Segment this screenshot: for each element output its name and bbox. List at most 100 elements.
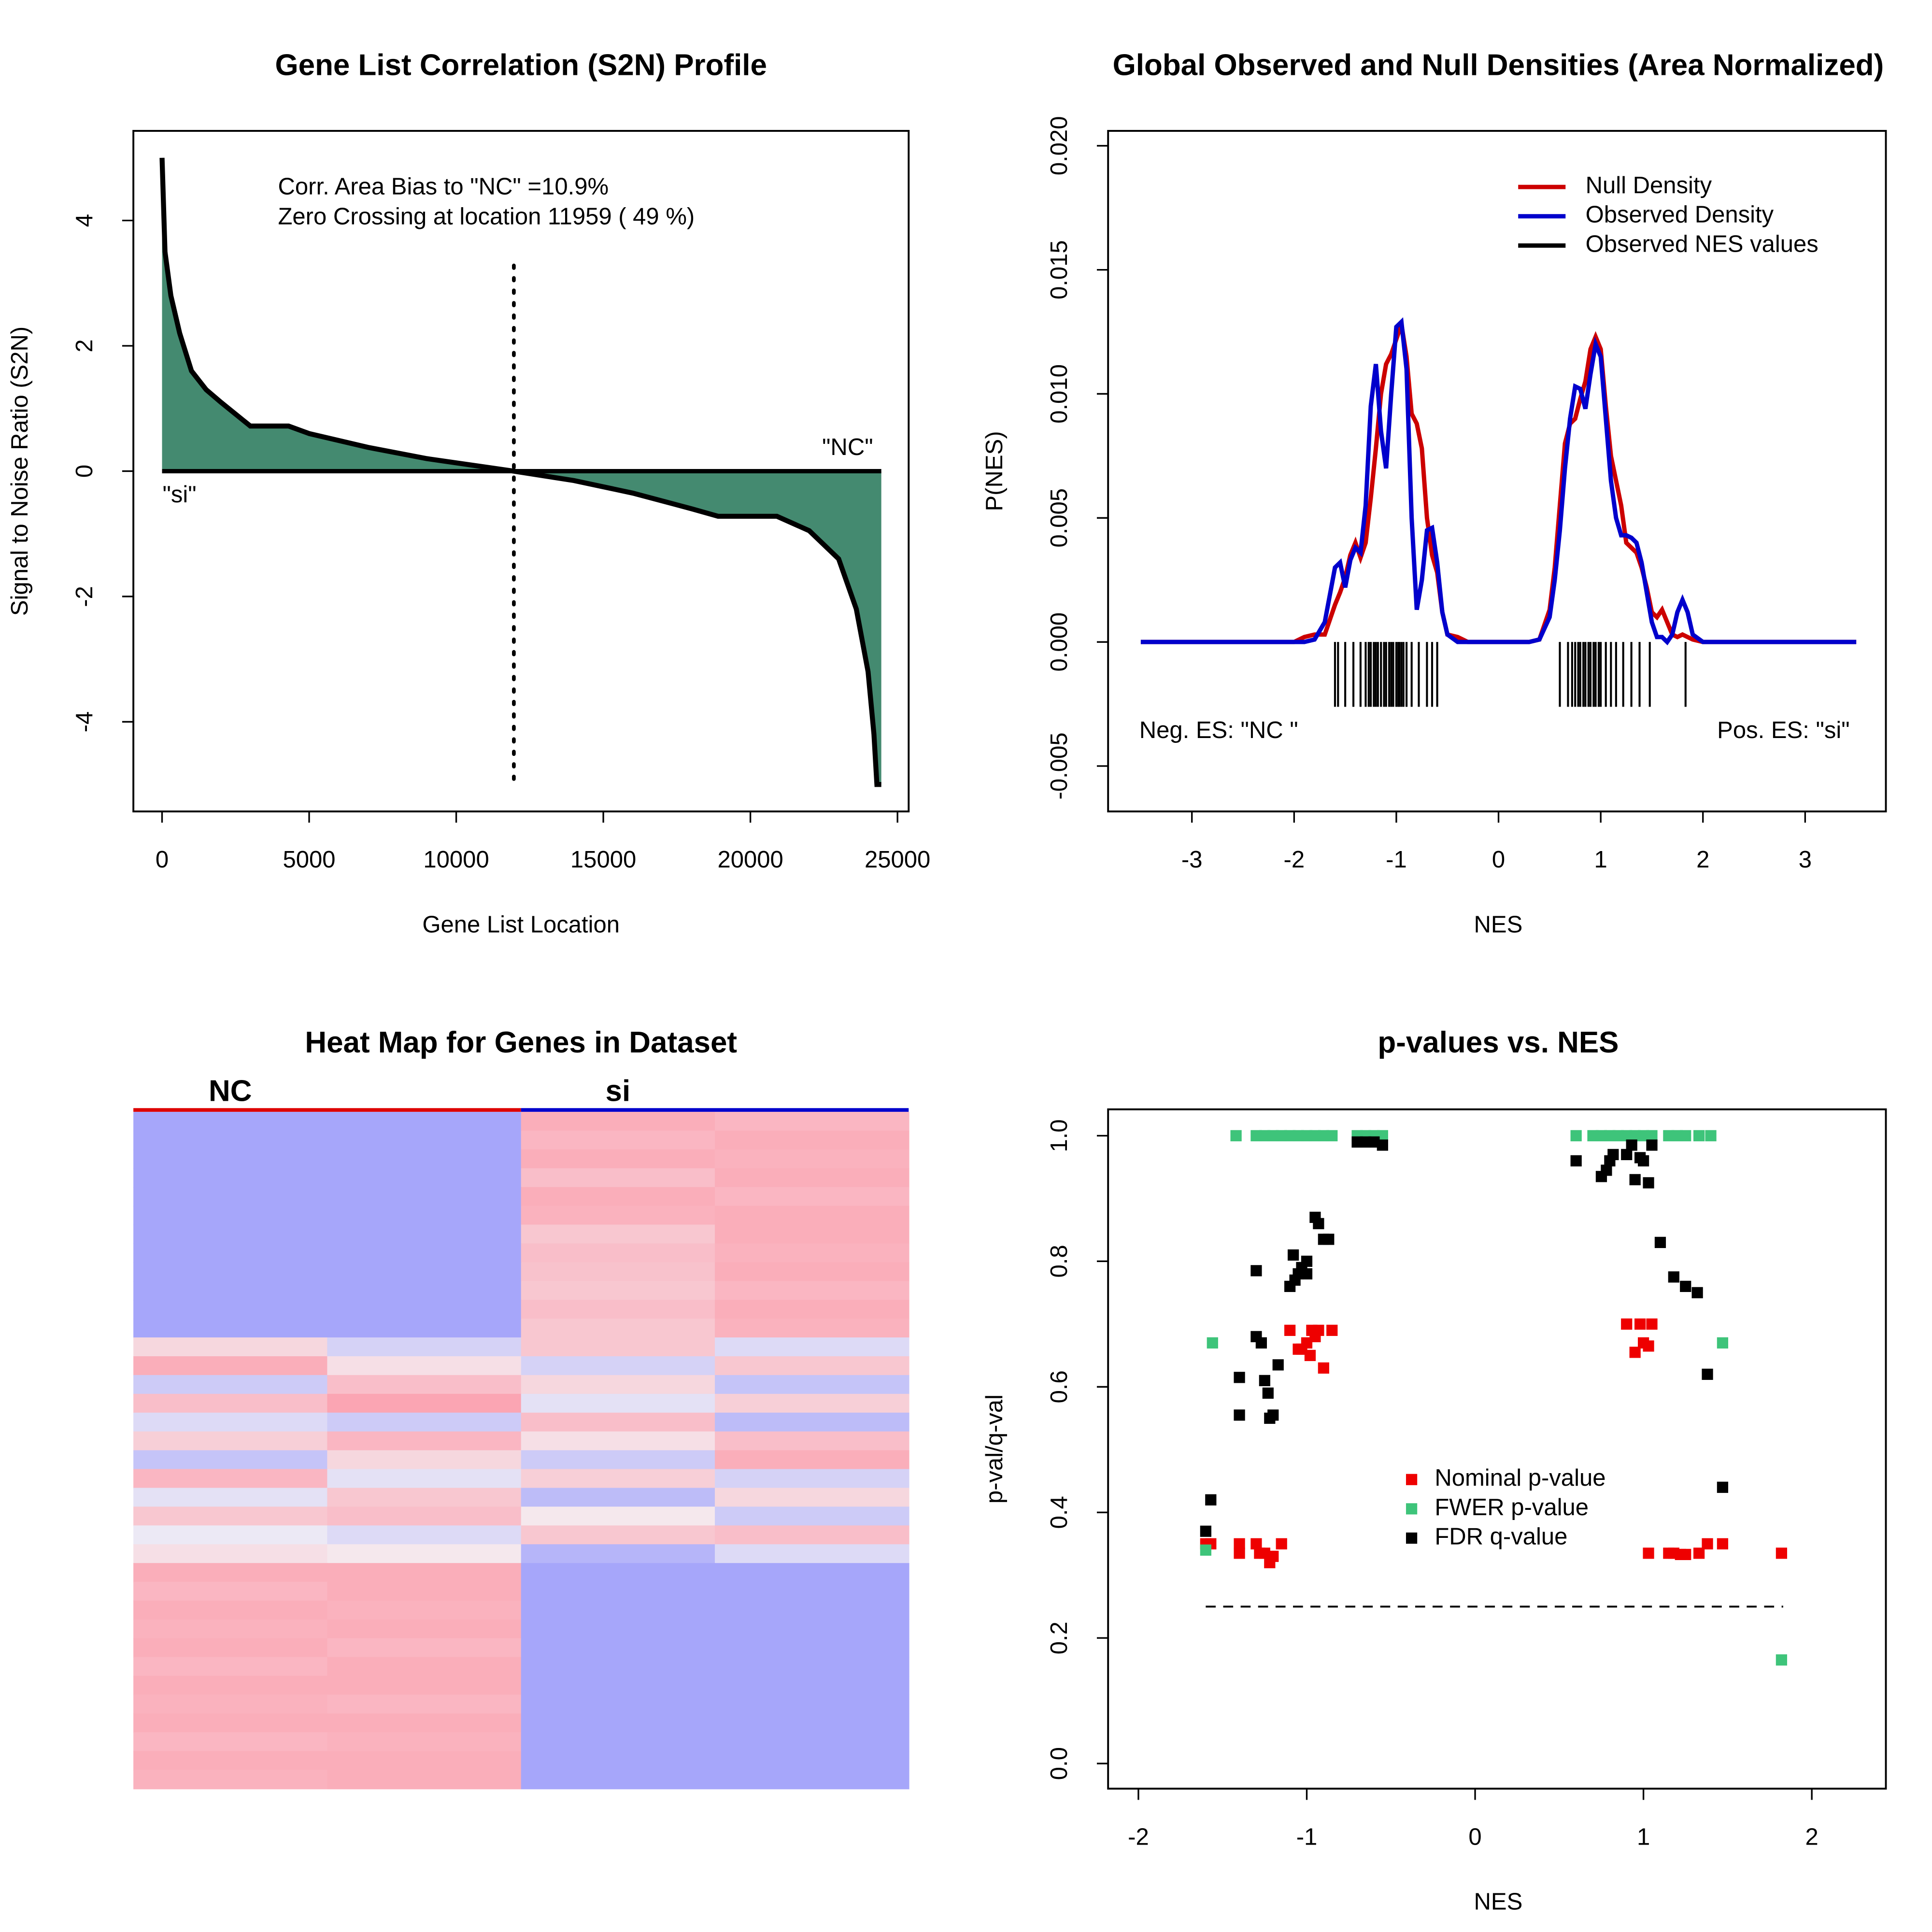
point [1318,1362,1329,1374]
point [1693,1130,1705,1141]
point [1250,1538,1262,1549]
heat-cell [521,1713,716,1733]
heat-cell [715,1582,909,1602]
heat-cell [327,1563,522,1583]
point [1612,1130,1624,1141]
heat-cell [715,1506,909,1526]
point [1643,1340,1654,1352]
heat-cell [133,1525,328,1545]
heat-cell [133,1224,328,1244]
heat-cell [327,1694,522,1714]
legend-swatch [1406,1474,1418,1485]
legend-label: Null Density [1586,172,1712,199]
heat-cell [327,1149,522,1169]
point [1301,1130,1313,1141]
heat-cell [521,1694,716,1714]
heat-cell [327,1619,522,1639]
point [1267,1130,1279,1141]
heat-cell [715,1525,909,1545]
y-tick-label: 0.000 [1046,612,1072,672]
heat-cell [133,1206,328,1225]
heat-cell [327,1582,522,1602]
point [1262,1387,1274,1399]
group-label: NC [209,1075,252,1108]
legend-label: Observed Density [1586,202,1774,228]
x-tick-label: 1 [1637,1824,1650,1850]
heat-cell [521,1300,716,1320]
chart-title: Heat Map for Genes in Dataset [305,1026,737,1059]
heat-cell [133,1582,328,1602]
heat-cell [715,1130,909,1151]
point [1626,1139,1637,1151]
plot-frame [1107,1108,1887,1790]
heat-cell [715,1281,909,1301]
heat-cell [327,1638,522,1658]
heat-cell [521,1224,716,1244]
y-tick-label: 0.0 [1046,1747,1072,1780]
point [1234,1538,1245,1549]
point [1301,1337,1313,1349]
x-tick-label: -1 [1296,1824,1318,1850]
heat-cell [133,1319,328,1338]
heat-cell [327,1450,522,1470]
heat-cell [715,1262,909,1282]
legend-label: FDR q-value [1435,1523,1567,1549]
heat-cell [715,1770,909,1790]
point [1301,1268,1313,1279]
point [1304,1350,1316,1361]
point [1255,1337,1267,1349]
heat-cell [133,1488,328,1507]
heat-cell [521,1412,716,1432]
heat-cell [715,1732,909,1752]
x-tick-label: -2 [1284,847,1305,873]
heat-cell [133,1262,328,1282]
heat-cell [521,1206,716,1225]
point [1267,1409,1279,1421]
heat-cell [715,1638,909,1658]
point [1230,1130,1242,1141]
point [1207,1337,1218,1349]
y-tick-label: 1.0 [1046,1119,1072,1152]
point [1671,1130,1683,1141]
y-tick-label: 0.010 [1046,364,1072,424]
heat-cell [327,1206,522,1225]
y-tick-label: 0.020 [1046,116,1072,175]
heat-cell [133,1393,328,1414]
heat-cell [327,1187,522,1207]
heat-cell [327,1469,522,1489]
heat-cell [715,1544,909,1564]
annotation: "si" [163,482,197,508]
point [1250,1130,1262,1141]
heat-cell [327,1732,522,1752]
heat-cell [715,1224,909,1244]
annotation: Zero Crossing at location 11959 ( 49 %) [278,204,695,230]
heat-cell [133,1431,328,1451]
heat-cell [133,1300,328,1320]
heat-cell [521,1732,716,1752]
group-label: si [606,1075,631,1108]
heat-cell [327,1262,522,1282]
heat-cell [521,1149,716,1169]
heat-cell [715,1619,909,1639]
heat-cell [715,1469,909,1489]
y-tick-label: 0.2 [1046,1621,1072,1654]
heat-cell [521,1638,716,1658]
heat-cell [327,1676,522,1695]
heat-cell [715,1375,909,1395]
heat-cell [133,1337,328,1357]
point [1284,1130,1296,1141]
heat-cell [521,1111,716,1132]
point [1259,1375,1270,1386]
point [1293,1130,1304,1141]
heat-cell [521,1375,716,1395]
heat-cell [327,1130,522,1151]
point [1234,1372,1245,1383]
heat-cell [715,1111,909,1132]
heat-cell [327,1111,522,1132]
heat-cell [133,1450,328,1470]
heat-cell [521,1751,716,1771]
point [1377,1139,1388,1151]
point [1301,1255,1313,1267]
heat-cell [327,1337,522,1357]
